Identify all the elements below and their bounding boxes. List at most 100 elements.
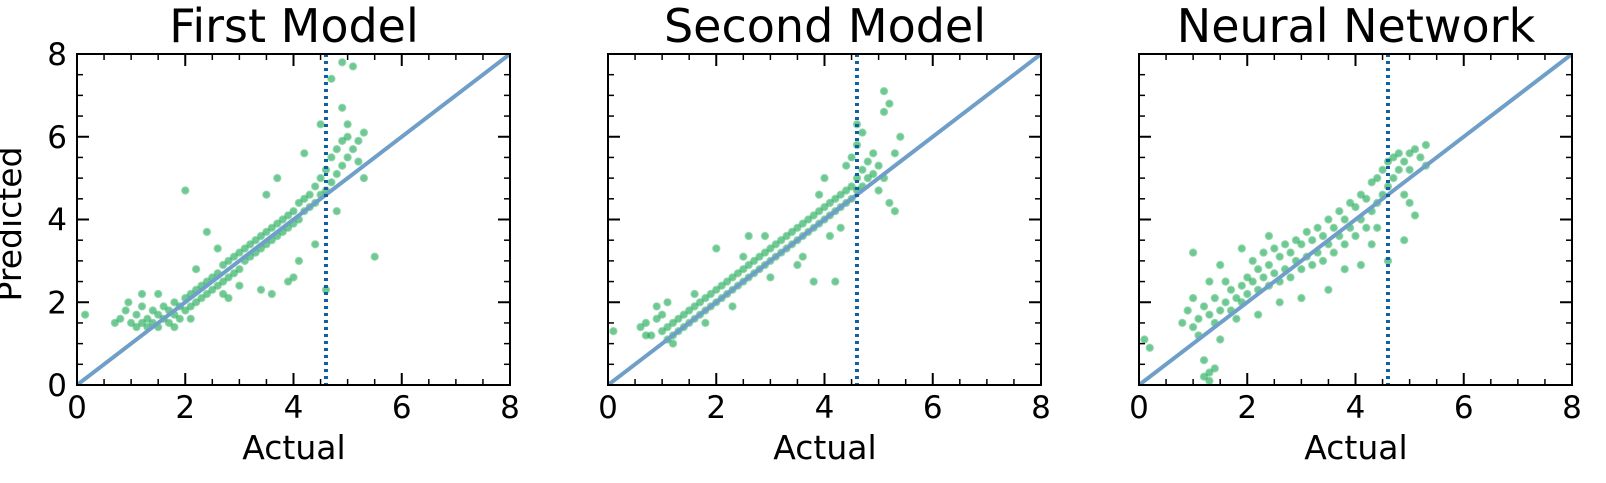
data-point — [729, 274, 736, 281]
data-point — [874, 161, 883, 170]
data-point — [220, 262, 227, 268]
data-point — [338, 161, 347, 170]
data-point — [218, 277, 228, 286]
data-point — [1335, 206, 1344, 216]
data-point — [1362, 194, 1371, 203]
data-point — [1233, 295, 1240, 302]
data-point — [198, 295, 205, 302]
data-point — [1410, 211, 1420, 220]
data-point — [799, 220, 806, 227]
data-point — [701, 318, 710, 328]
data-point — [831, 277, 840, 286]
data-point — [1146, 344, 1153, 351]
data-point — [344, 154, 351, 161]
data-point — [1400, 190, 1409, 199]
data-point — [252, 237, 259, 244]
data-point — [344, 121, 351, 128]
x-tick-label: 4 — [1346, 390, 1366, 426]
data-point — [1351, 202, 1360, 212]
data-point — [890, 206, 900, 216]
data-point — [208, 285, 217, 294]
data-point — [171, 324, 178, 331]
data-point — [301, 150, 308, 157]
data-point — [197, 293, 206, 303]
data-point — [209, 286, 216, 293]
data-point — [126, 318, 136, 328]
data-point — [1309, 237, 1316, 244]
data-point — [1297, 293, 1306, 303]
data-point — [1405, 149, 1414, 158]
data-point — [890, 149, 900, 158]
data-point — [749, 256, 759, 266]
data-point — [701, 293, 710, 303]
data-point — [652, 314, 661, 323]
panel-neural-network: Neural Network Actual 0 2 4 6 8 — [1129, 0, 1582, 467]
data-point — [825, 198, 835, 208]
data-point — [691, 291, 698, 297]
data-point — [740, 266, 747, 273]
data-point — [1329, 223, 1338, 232]
x-axis-label: Actual — [242, 428, 345, 467]
data-point — [258, 233, 264, 239]
data-point — [755, 252, 764, 261]
data-point — [740, 253, 747, 260]
data-point — [1211, 365, 1218, 372]
data-point — [338, 136, 347, 146]
data-point — [1206, 311, 1213, 318]
data-point — [278, 215, 287, 224]
data-point — [787, 227, 797, 237]
plot-content — [1139, 54, 1572, 385]
data-point — [729, 303, 736, 310]
data-point — [354, 157, 363, 166]
data-point — [1303, 228, 1310, 235]
data-point — [1222, 278, 1229, 285]
data-point — [1291, 235, 1301, 245]
data-point — [1259, 273, 1268, 282]
data-point — [756, 253, 763, 260]
data-point — [722, 277, 732, 286]
data-point — [778, 237, 785, 244]
data-point — [1190, 324, 1197, 331]
data-point — [300, 194, 309, 203]
data-point — [160, 303, 167, 310]
data-point — [816, 191, 823, 198]
x-tick-label: 8 — [500, 390, 520, 426]
data-point — [80, 310, 90, 319]
data-point — [1287, 249, 1294, 256]
data-point — [831, 194, 840, 203]
data-point — [762, 233, 768, 239]
data-point — [359, 128, 369, 137]
y-tick-label: 6 — [47, 120, 67, 156]
data-point — [718, 282, 725, 289]
data-point — [1206, 377, 1213, 384]
data-point — [256, 231, 266, 241]
plot-area: 00 2 2 4 4 6 6 8 8 — [47, 37, 520, 426]
data-point — [836, 190, 845, 199]
data-point — [885, 198, 894, 208]
data-point — [1205, 310, 1214, 319]
x-tick-label: 6 — [923, 390, 943, 426]
x-axis-label: Actual — [1304, 428, 1407, 467]
data-point — [139, 291, 145, 297]
data-point — [1320, 257, 1326, 264]
data-point — [837, 191, 844, 198]
data-point — [1309, 262, 1316, 268]
data-point — [1412, 146, 1418, 153]
data-point — [641, 331, 651, 340]
data-point — [166, 319, 172, 326]
data-point — [805, 216, 812, 223]
data-point — [350, 63, 356, 70]
data-point — [875, 162, 882, 169]
data-point — [360, 175, 367, 182]
data-point — [224, 256, 233, 266]
data-point — [231, 253, 237, 260]
data-point — [121, 306, 130, 315]
data-point — [739, 252, 748, 261]
data-point — [148, 306, 158, 315]
data-point — [1145, 343, 1155, 352]
data-point — [1400, 235, 1409, 245]
data-point — [879, 87, 889, 96]
data-point — [675, 315, 682, 322]
data-point — [268, 224, 275, 231]
data-point — [1405, 165, 1414, 175]
